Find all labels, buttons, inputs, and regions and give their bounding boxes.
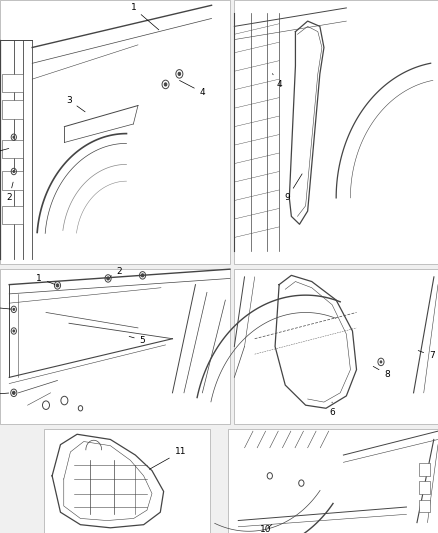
Bar: [2, 206, 23, 224]
Circle shape: [56, 284, 59, 287]
Text: 7: 7: [418, 351, 435, 360]
Bar: [0, 269, 230, 424]
Circle shape: [13, 330, 14, 332]
Text: 5: 5: [129, 336, 145, 345]
Text: 3: 3: [66, 96, 85, 112]
Circle shape: [13, 171, 14, 173]
Bar: [419, 463, 430, 476]
Circle shape: [13, 136, 14, 138]
Circle shape: [107, 277, 110, 280]
Bar: [228, 429, 438, 533]
Text: 2: 2: [0, 302, 11, 311]
Text: 2: 2: [110, 267, 122, 276]
Text: 11: 11: [149, 447, 186, 469]
Bar: [2, 74, 23, 92]
Bar: [44, 429, 210, 533]
Bar: [2, 100, 23, 119]
Bar: [234, 0, 438, 264]
Bar: [234, 269, 438, 424]
Text: 10: 10: [260, 524, 272, 533]
Circle shape: [178, 72, 180, 76]
Bar: [419, 500, 430, 512]
Bar: [2, 140, 23, 158]
Text: 1: 1: [131, 3, 159, 30]
Circle shape: [13, 308, 14, 310]
Bar: [2, 172, 23, 190]
Text: 8: 8: [373, 366, 390, 379]
Text: 4: 4: [180, 80, 205, 97]
Text: 5: 5: [0, 149, 9, 160]
Bar: [419, 481, 430, 494]
Circle shape: [164, 83, 167, 86]
Text: 5: 5: [0, 391, 9, 400]
Text: 1: 1: [36, 274, 55, 285]
Circle shape: [380, 361, 382, 363]
Text: 9: 9: [284, 174, 302, 203]
Circle shape: [12, 391, 15, 394]
Text: 4: 4: [272, 74, 282, 89]
Circle shape: [141, 274, 144, 277]
Bar: [0, 0, 230, 264]
Text: 6: 6: [329, 402, 335, 417]
Text: 2: 2: [7, 182, 13, 203]
